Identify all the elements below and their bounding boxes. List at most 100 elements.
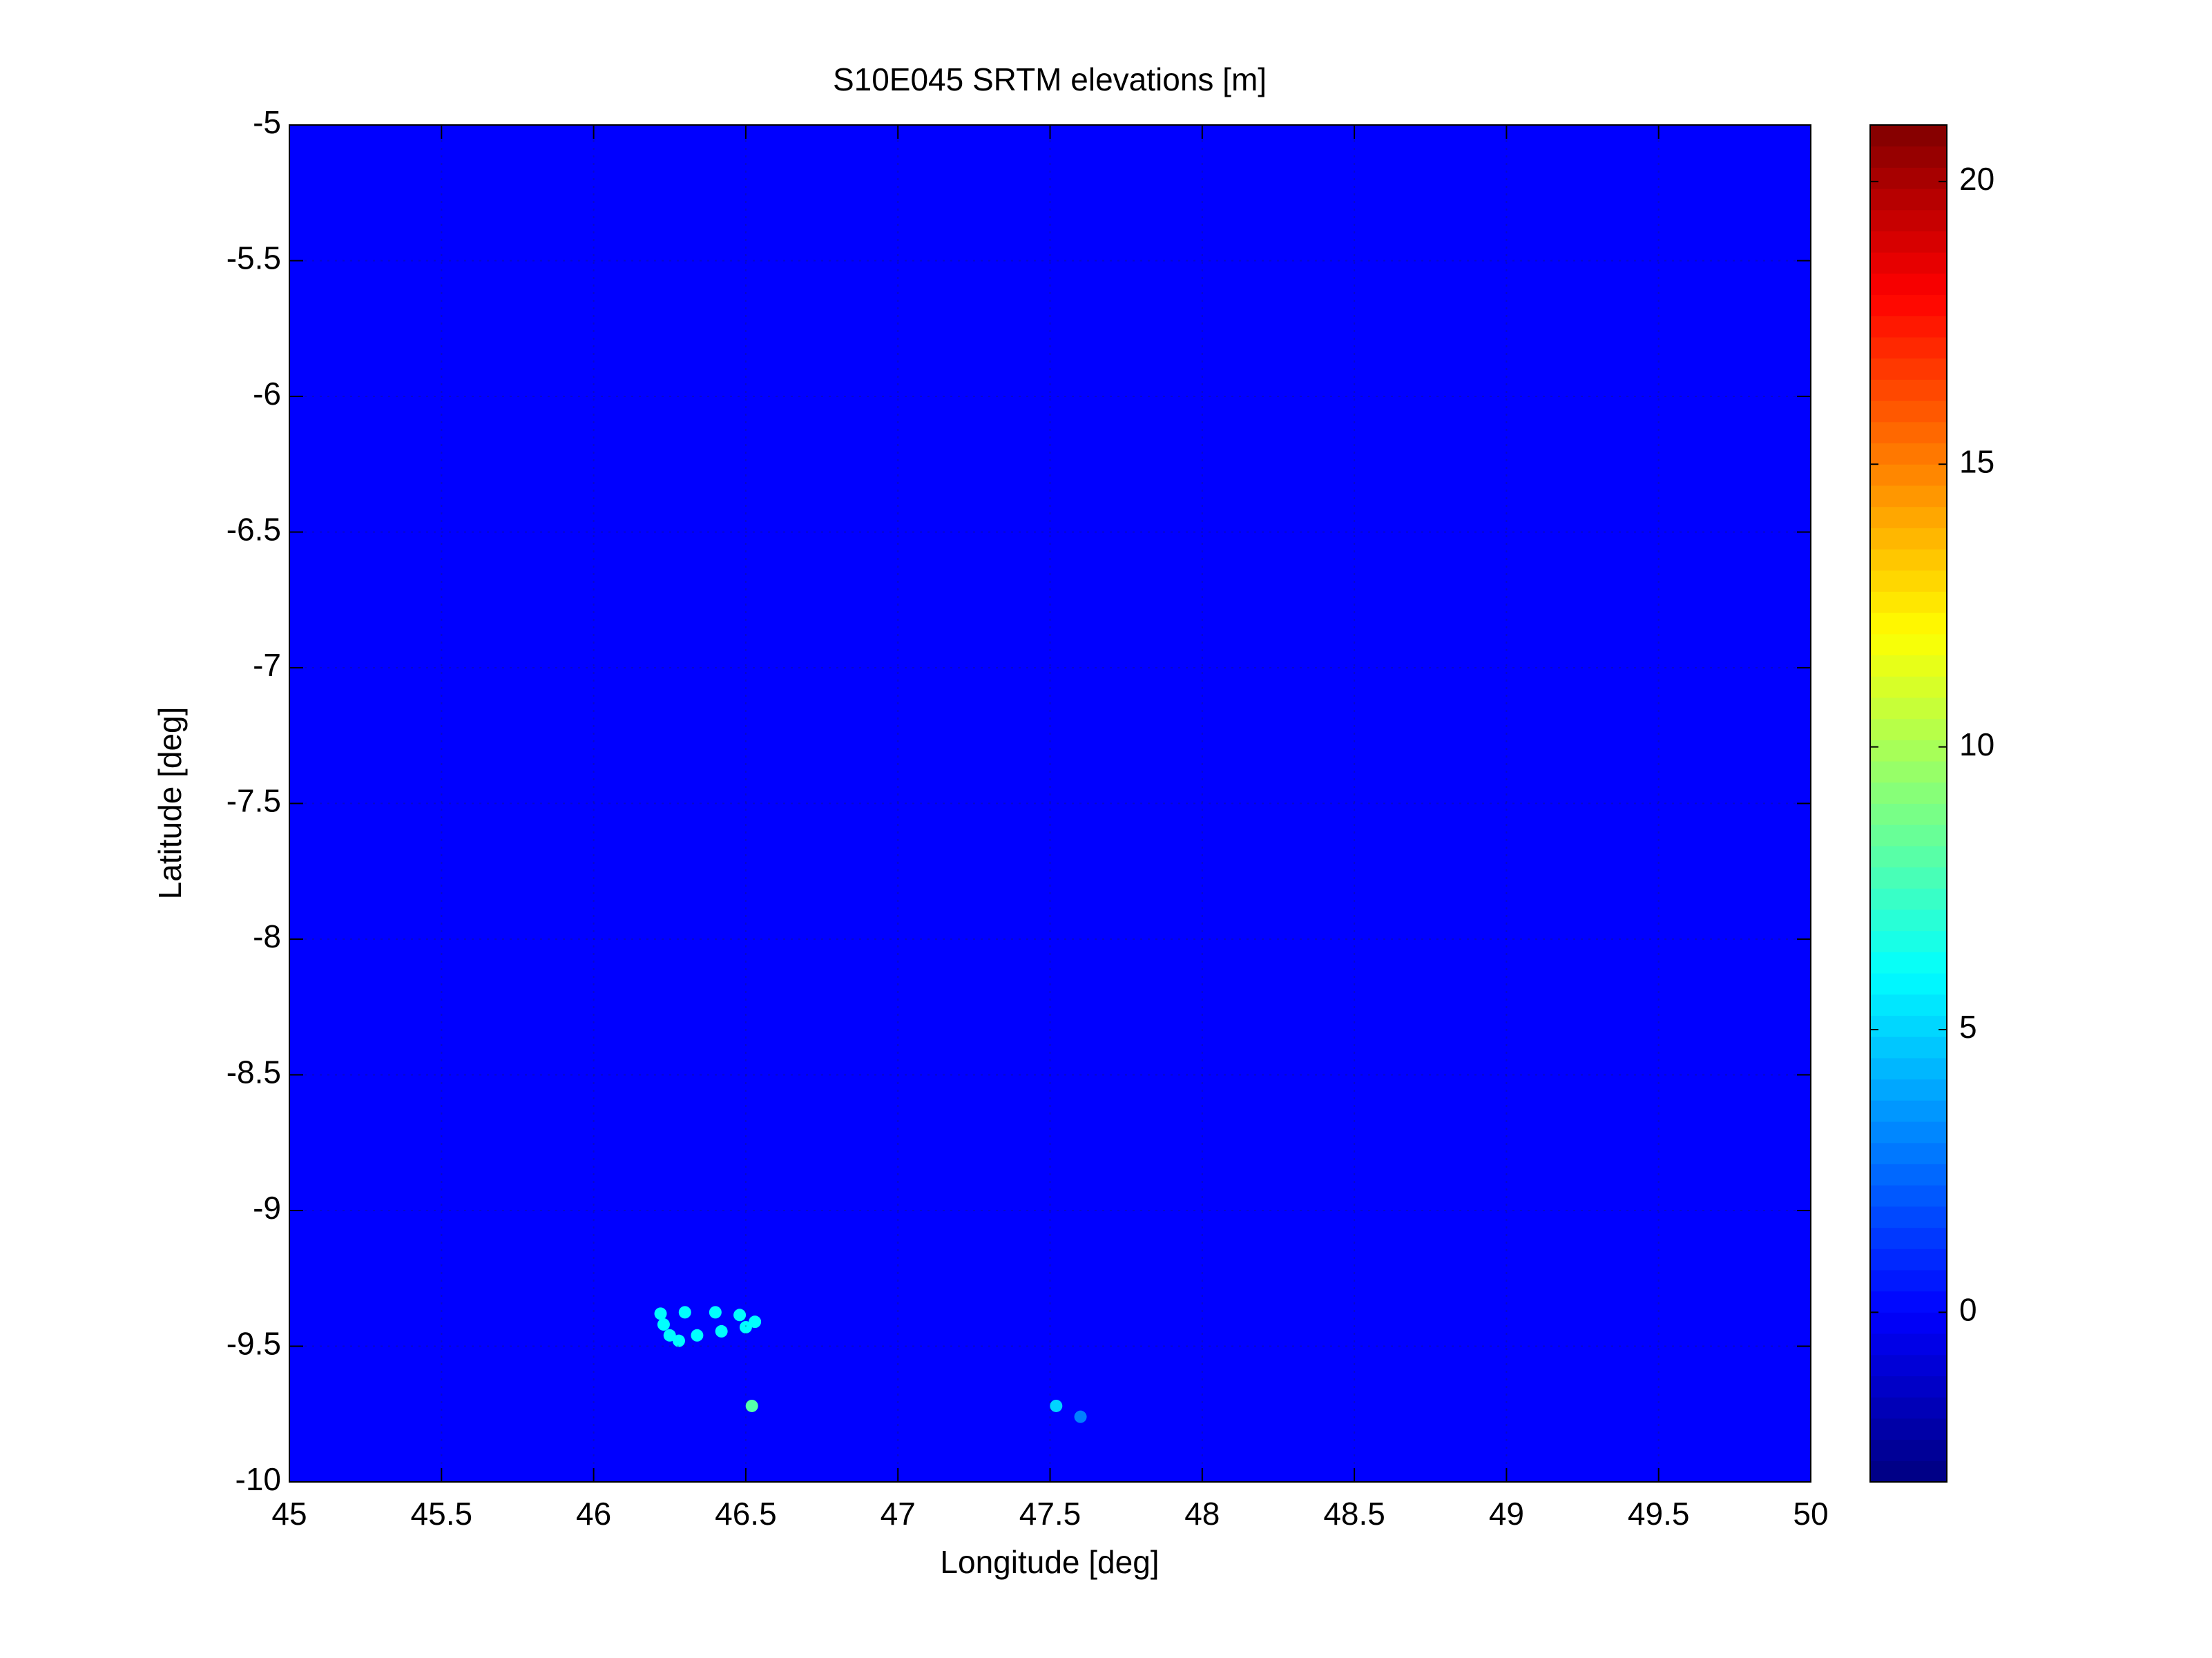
y-tick-label: -5.5 bbox=[227, 240, 281, 276]
colorbar-step bbox=[1870, 1291, 1947, 1313]
colorbar-step bbox=[1870, 952, 1947, 974]
colorbar-step bbox=[1870, 1397, 1947, 1419]
x-tick-label: 47 bbox=[881, 1496, 916, 1532]
colorbar-step bbox=[1870, 273, 1947, 296]
colorbar-step bbox=[1870, 888, 1947, 910]
colorbar-step bbox=[1870, 1142, 1947, 1164]
colorbar-step bbox=[1870, 973, 1947, 995]
colorbar-step bbox=[1870, 1333, 1947, 1356]
colorbar-step bbox=[1870, 146, 1947, 168]
y-tick-label: -8.5 bbox=[227, 1054, 281, 1090]
colorbar-step bbox=[1870, 697, 1947, 720]
colorbar-step bbox=[1870, 803, 1947, 825]
y-tick-label: -9 bbox=[253, 1190, 281, 1226]
colorbar-step bbox=[1870, 655, 1947, 677]
x-tick-label: 49 bbox=[1489, 1496, 1524, 1532]
elevation-cell bbox=[749, 1315, 762, 1329]
colorbar-step bbox=[1870, 994, 1947, 1016]
colorbar-step bbox=[1870, 1121, 1947, 1144]
colorbar-step bbox=[1870, 613, 1947, 635]
y-tick-label: -7.5 bbox=[227, 783, 281, 819]
colorbar-step bbox=[1870, 167, 1947, 189]
colorbar-step bbox=[1870, 591, 1947, 613]
colorbar-step bbox=[1870, 379, 1947, 401]
colorbar-step bbox=[1870, 252, 1947, 274]
elevation-cell bbox=[739, 1320, 752, 1333]
elevation-cell bbox=[672, 1334, 685, 1347]
y-tick-label: -6.5 bbox=[227, 512, 281, 548]
x-tick-label: 49.5 bbox=[1628, 1496, 1690, 1532]
colorbar-step bbox=[1870, 337, 1947, 359]
colorbar-step bbox=[1870, 1312, 1947, 1334]
colorbar-step bbox=[1870, 464, 1947, 486]
y-tick-label: -9.5 bbox=[227, 1326, 281, 1362]
colorbar-step bbox=[1870, 633, 1947, 656]
elevation-cell bbox=[709, 1306, 722, 1319]
y-tick-label: -7 bbox=[253, 647, 281, 683]
colorbar-step bbox=[1870, 1269, 1947, 1292]
colorbar-step bbox=[1870, 930, 1947, 952]
colorbar-step bbox=[1870, 549, 1947, 571]
colorbar-step bbox=[1870, 231, 1947, 253]
colorbar-step bbox=[1870, 209, 1947, 232]
colorbar-step bbox=[1870, 485, 1947, 508]
colorbar-step bbox=[1870, 570, 1947, 592]
elevation-cell bbox=[691, 1329, 704, 1342]
colorbar-step bbox=[1870, 528, 1947, 550]
colorbar-step bbox=[1870, 125, 1947, 147]
elevation-cell bbox=[745, 1399, 758, 1412]
field bbox=[289, 125, 1811, 1482]
colorbar-step bbox=[1870, 401, 1947, 423]
colorbar-step bbox=[1870, 358, 1947, 380]
colorbar-step bbox=[1870, 676, 1947, 698]
colorbar-tick-label: 15 bbox=[1959, 443, 1994, 479]
x-tick-label: 50 bbox=[1793, 1496, 1828, 1532]
colorbar-step bbox=[1870, 1015, 1947, 1037]
colorbar-step bbox=[1870, 825, 1947, 847]
colorbar-tick-label: 20 bbox=[1959, 161, 1994, 197]
y-tick-label: -6 bbox=[253, 376, 281, 412]
colorbar-step bbox=[1870, 1354, 1947, 1376]
colorbar-step bbox=[1870, 189, 1947, 211]
colorbar-step bbox=[1870, 867, 1947, 889]
colorbar-step bbox=[1870, 1376, 1947, 1398]
colorbar-step bbox=[1870, 1185, 1947, 1207]
colorbar-step bbox=[1870, 1079, 1947, 1101]
x-tick-label: 47.5 bbox=[1019, 1496, 1081, 1532]
colorbar-step bbox=[1870, 1100, 1947, 1122]
colorbar-step bbox=[1870, 443, 1947, 465]
elevation-cell bbox=[733, 1309, 747, 1322]
colorbar-tick-label: 5 bbox=[1959, 1009, 1977, 1045]
colorbar-step bbox=[1870, 421, 1947, 444]
x-tick-label: 46.5 bbox=[715, 1496, 777, 1532]
elevation-cell bbox=[1074, 1410, 1087, 1423]
elevation-cell bbox=[1050, 1399, 1063, 1412]
colorbar-step bbox=[1870, 740, 1947, 762]
colorbar-step bbox=[1870, 1057, 1947, 1080]
x-tick-label: 45 bbox=[271, 1496, 307, 1532]
y-tick-label: -8 bbox=[253, 918, 281, 954]
colorbar-tick-label: 0 bbox=[1959, 1292, 1977, 1328]
x-tick-label: 46 bbox=[576, 1496, 611, 1532]
y-axis-label: Latitude [deg] bbox=[152, 707, 188, 900]
y-tick-label: -5 bbox=[253, 104, 281, 140]
colorbar-step bbox=[1870, 845, 1947, 868]
colorbar-step bbox=[1870, 909, 1947, 932]
colorbar-tick-label: 10 bbox=[1959, 726, 1994, 762]
colorbar-step bbox=[1870, 1439, 1947, 1461]
colorbar-step bbox=[1870, 1249, 1947, 1271]
elevation-cell bbox=[663, 1329, 676, 1342]
elevation-cell bbox=[678, 1306, 691, 1319]
colorbar-frame bbox=[1869, 124, 1947, 1483]
colorbar-step bbox=[1870, 1037, 1947, 1059]
colorbar-step bbox=[1870, 782, 1947, 804]
colorbar-step bbox=[1870, 1164, 1947, 1186]
colorbar-step bbox=[1870, 1227, 1947, 1249]
x-tick-label: 48.5 bbox=[1323, 1496, 1385, 1532]
colorbar-step bbox=[1870, 1206, 1947, 1228]
elevation-cell bbox=[654, 1307, 667, 1320]
elevation-cell bbox=[715, 1324, 728, 1338]
x-axis-label: Longitude [deg] bbox=[940, 1544, 1159, 1580]
x-tick-label: 48 bbox=[1184, 1496, 1220, 1532]
